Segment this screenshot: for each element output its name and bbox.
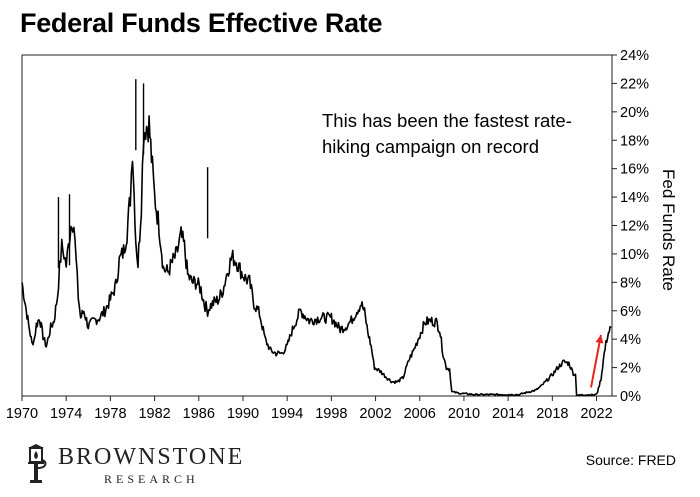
y-tick-label: 0% [620,389,641,405]
lamp-icon [28,444,47,483]
logo-wordmark: BROWNSTONE [58,444,245,470]
chart-marks [21,79,612,397]
x-tick-label: 1970 [6,406,38,422]
chart-title: Federal Funds Effective Rate [20,8,383,38]
chart-annotation: This has been the fastest rate-hiking ca… [322,110,572,157]
y-tick-label: 12% [620,219,649,235]
x-tick-label: 2018 [536,406,568,422]
x-tick-label: 2002 [359,406,391,422]
rate-series-line [21,115,612,397]
y-tick-label: 4% [620,332,641,348]
plot-frame [21,54,613,397]
hike-arrow-head [595,334,604,344]
y-axis-label: Fed Funds Rate [659,169,678,291]
brownstone-logo: BROWNSTONE RESEARCH [22,440,322,490]
x-tick-label: 1990 [227,406,259,422]
chart-axes: 0% 2% 4% 6% 8% 10% 12% 14% 16% 18% 20% 22% 24% 1970 19… [6,48,649,422]
x-tick-label: 2014 [492,406,524,422]
x-tick-label: 1982 [138,406,170,422]
hike-arrow [590,334,602,388]
y-tick-label: 24% [620,48,649,64]
y-tick-label: 18% [620,133,649,149]
logo-subtitle: RESEARCH [104,472,199,486]
y-tick-label: 16% [620,162,649,178]
x-tick-label: 1998 [315,406,347,422]
y-tick-label: 8% [620,275,641,291]
y-tick-label: 20% [620,105,649,121]
y-tick-label: 22% [620,76,649,92]
y-tick-label: 14% [620,190,649,206]
x-tick-label: 1986 [183,406,215,422]
x-tick-label: 1974 [50,406,82,422]
y-tick-label: 10% [620,247,649,263]
y-tick-label: 2% [620,361,641,377]
x-tick-label: 1994 [271,406,303,422]
x-tick-label: 2010 [448,406,480,422]
x-tick-label: 1978 [94,406,126,422]
x-tick-label: 2022 [580,406,612,422]
y-tick-label: 6% [620,304,641,320]
source-note: Source: FRED [585,452,676,468]
x-tick-label: 2006 [404,406,436,422]
